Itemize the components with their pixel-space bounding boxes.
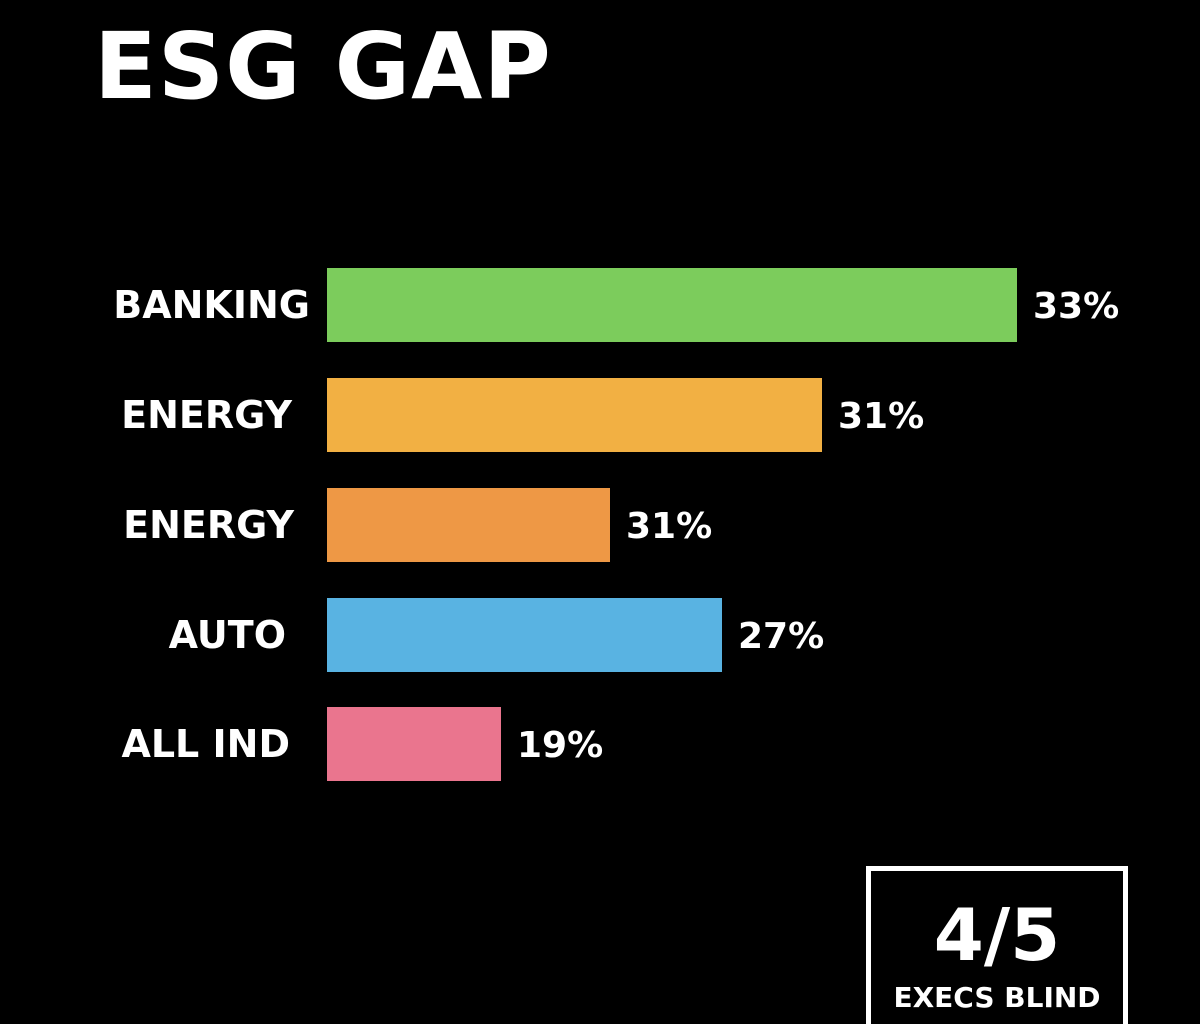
bar-4 [327,598,722,672]
value-label-5: 19% [517,725,603,766]
stat-value: 4/5 [933,893,1061,977]
stat-caption: EXECS BLIND [893,981,1101,1014]
bar-2 [327,378,822,452]
category-label-4: AUTO [169,613,286,657]
bar-3 [327,488,610,562]
category-label-1: BANKING [113,283,310,327]
category-label-5: ALL IND [121,722,290,766]
stat-callout-box: 4/5 EXECS BLIND [866,866,1128,1024]
chart-title: ESG GAP [94,13,552,120]
value-label-1: 33% [1033,286,1119,327]
value-label-2: 31% [838,396,924,437]
bar-1 [327,268,1017,342]
category-label-2: ENERGY [121,393,292,437]
category-label-3: ENERGY [123,503,294,547]
value-label-4: 27% [738,616,824,657]
value-label-3: 31% [626,506,712,547]
bar-5 [327,707,501,781]
